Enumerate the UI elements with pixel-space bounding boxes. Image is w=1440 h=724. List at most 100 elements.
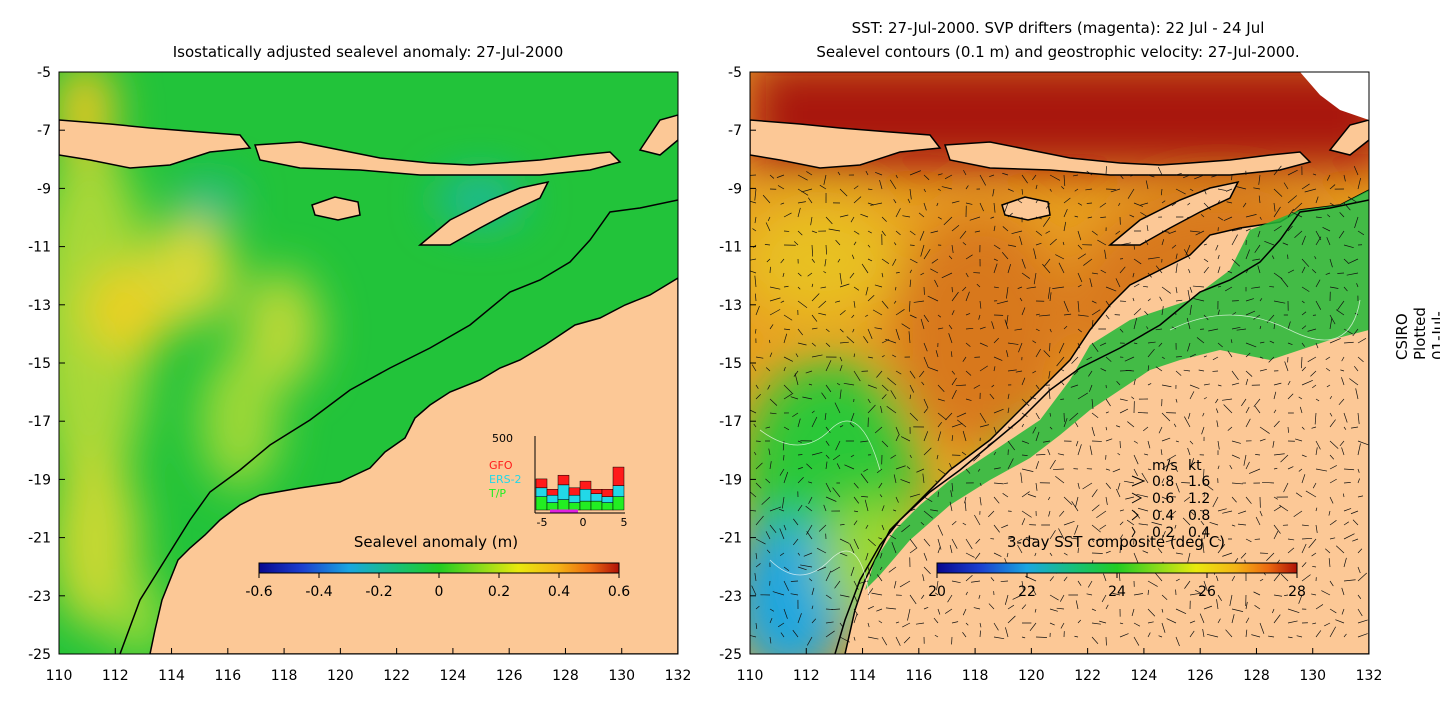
lon-tick-label: 120 xyxy=(327,668,354,684)
left-colorbar xyxy=(259,563,619,573)
lat-tick-label: -11 xyxy=(28,240,51,256)
lon-tick-label: 128 xyxy=(1243,668,1270,684)
lat-tick-label: -9 xyxy=(37,181,51,197)
velocity-legend-kt: 1.6 xyxy=(1188,474,1210,490)
inset-bar-gfo xyxy=(547,489,558,495)
inset-bar-gfo xyxy=(569,488,580,495)
inset-bar-tp xyxy=(591,501,602,510)
velocity-legend-ms: 0.4 xyxy=(1152,508,1174,524)
inset-bar-tp xyxy=(613,497,624,510)
colorbar-tick-label: 26 xyxy=(1198,584,1216,600)
inset-ymax-label: 500 xyxy=(492,432,513,445)
inset-bar-tp xyxy=(602,503,613,510)
colorbar-tick-label: 0.6 xyxy=(608,584,630,600)
inset-bar-gfo xyxy=(536,479,547,488)
lon-tick-label: 114 xyxy=(849,668,876,684)
inset-bar-ers xyxy=(602,497,613,503)
colorbar-tick-label: 0.4 xyxy=(548,584,570,600)
lon-tick-label: 130 xyxy=(1299,668,1326,684)
lon-tick-label: 114 xyxy=(158,668,185,684)
inset-bar-ers xyxy=(580,489,591,501)
lon-tick-label: 122 xyxy=(383,668,410,684)
velocity-legend-kt: 1.2 xyxy=(1188,491,1210,507)
lon-tick-label: 130 xyxy=(608,668,635,684)
inset-bar-gfo xyxy=(558,475,569,485)
lon-tick-label: 132 xyxy=(665,668,692,684)
right-title-line1: SST: 27-Jul-2000. SVP drifters (magenta)… xyxy=(852,19,1265,37)
left-colorbar-title: Sealevel anomaly (m) xyxy=(354,533,518,551)
lon-tick-label: 110 xyxy=(737,668,764,684)
velocity-legend-ms: 0.6 xyxy=(1152,491,1174,507)
lon-tick-label: 116 xyxy=(214,668,241,684)
lon-tick-label: 120 xyxy=(1018,668,1045,684)
colorbar-tick-label: 0 xyxy=(435,584,444,600)
velocity-arrow xyxy=(1087,203,1092,204)
lat-tick-label: -13 xyxy=(28,298,51,314)
velocity-legend-ms-header: m/s xyxy=(1152,458,1178,474)
lat-tick-label: -7 xyxy=(37,123,51,139)
lat-tick-label: -19 xyxy=(719,472,742,488)
lat-tick-label: -11 xyxy=(719,240,742,256)
lat-tick-label: -25 xyxy=(719,647,742,663)
lat-tick-label: -21 xyxy=(28,531,51,547)
colorbar-tick-label: -0.6 xyxy=(245,584,272,600)
right-colorbar xyxy=(937,563,1297,573)
left-title: Isostatically adjusted sealevel anomaly:… xyxy=(173,43,564,61)
inset-bar-tp xyxy=(536,497,547,510)
lat-tick-label: -17 xyxy=(719,414,742,430)
lat-tick-label: -7 xyxy=(728,123,742,139)
lon-tick-label: 126 xyxy=(1187,668,1214,684)
velocity-legend-kt: 0.8 xyxy=(1188,508,1210,524)
inset-bar-tp xyxy=(558,500,569,510)
lat-tick-label: -19 xyxy=(28,472,51,488)
inset-legend-ers-2: ERS-2 xyxy=(489,473,522,486)
inset-bar-tp xyxy=(569,503,580,510)
inset-bar-gfo xyxy=(613,467,624,486)
inset-legend-gfo: GFO xyxy=(489,459,513,472)
colorbar-tick-label: -0.4 xyxy=(305,584,332,600)
inset-bar-gfo xyxy=(580,481,591,489)
inset-bar-gfo xyxy=(591,489,602,493)
lat-tick-label: -25 xyxy=(28,647,51,663)
colorbar-tick-label: 22 xyxy=(1018,584,1036,600)
inset-bar-gfo xyxy=(602,489,613,496)
lon-tick-label: 128 xyxy=(552,668,579,684)
lon-tick-label: 112 xyxy=(793,668,820,684)
lat-tick-label: -15 xyxy=(719,356,742,372)
lon-tick-label: 118 xyxy=(962,668,989,684)
inset-x-tick-label: 0 xyxy=(580,516,587,529)
inset-bar-ers xyxy=(613,486,624,497)
lat-tick-label: -5 xyxy=(728,65,742,81)
lon-tick-label: 118 xyxy=(271,668,298,684)
inset-bar-ers xyxy=(547,495,558,502)
lat-tick-label: -13 xyxy=(719,298,742,314)
colorbar-tick-label: 24 xyxy=(1108,584,1126,600)
right-title-line2: Sealevel contours (0.1 m) and geostrophi… xyxy=(816,43,1299,61)
inset-bar-ers xyxy=(591,494,602,501)
inset-x-tick-label: 5 xyxy=(621,516,628,529)
lon-tick-label: 112 xyxy=(102,668,129,684)
lat-tick-label: -17 xyxy=(28,414,51,430)
lon-tick-label: 124 xyxy=(440,668,467,684)
lon-tick-label: 126 xyxy=(496,668,523,684)
colorbar-tick-label: 20 xyxy=(928,584,946,600)
lat-tick-label: -9 xyxy=(728,181,742,197)
lat-tick-label: -5 xyxy=(37,65,51,81)
velocity-legend-kt-header: kt xyxy=(1188,458,1202,474)
inset-legend-t/p: T/P xyxy=(488,487,506,500)
lat-tick-label: -23 xyxy=(719,589,742,605)
lon-tick-label: 116 xyxy=(905,668,932,684)
velocity-legend-ms: 0.8 xyxy=(1152,474,1174,490)
inset-bar-ers xyxy=(569,495,580,502)
lon-tick-label: 110 xyxy=(46,668,73,684)
colorbar-tick-label: 0.2 xyxy=(488,584,510,600)
lat-tick-label: -21 xyxy=(719,531,742,547)
colorbar-tick-label: 28 xyxy=(1288,584,1306,600)
lon-tick-label: 122 xyxy=(1074,668,1101,684)
lat-tick-label: -15 xyxy=(28,356,51,372)
lon-tick-label: 124 xyxy=(1131,668,1158,684)
lon-tick-label: 132 xyxy=(1356,668,1383,684)
inset-bar-tp xyxy=(580,501,591,510)
inset-bar-ers xyxy=(536,488,547,497)
